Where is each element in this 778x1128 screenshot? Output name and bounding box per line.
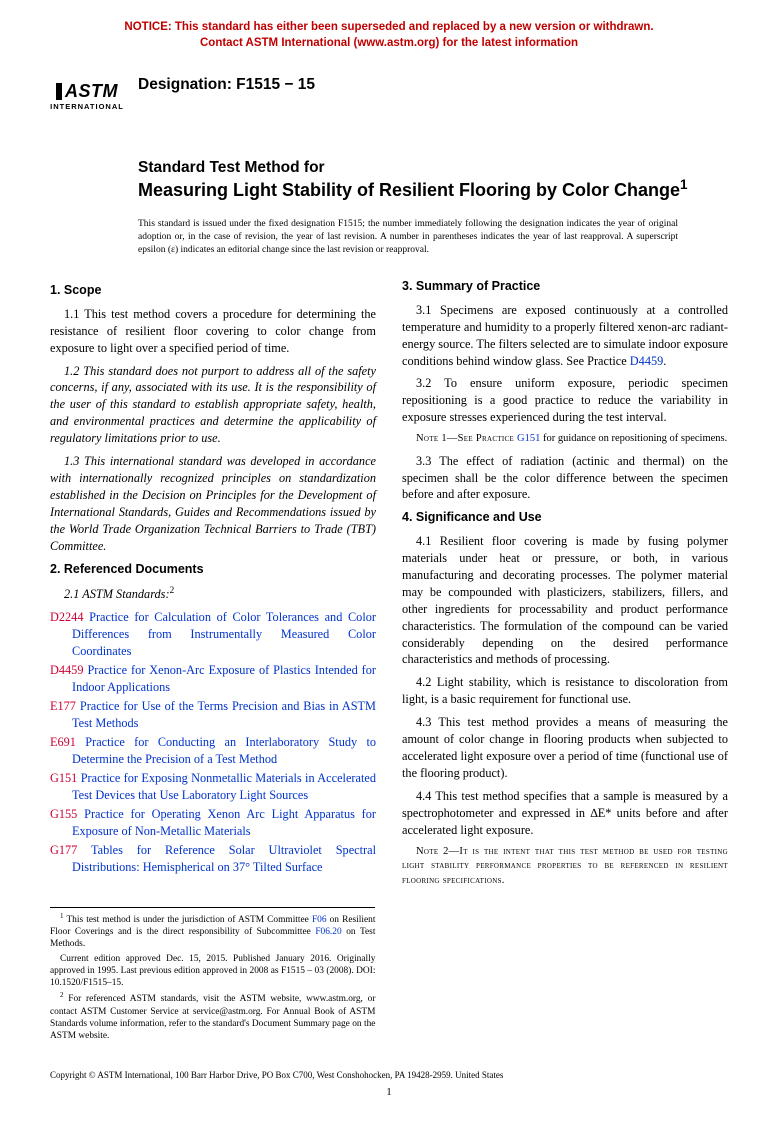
copyright-line: Copyright © ASTM International, 100 Barr… (50, 1070, 728, 1080)
link-d4459[interactable]: D4459 (630, 354, 663, 368)
ref-item[interactable]: G155 Practice for Operating Xenon Arc Li… (50, 806, 376, 840)
ref-code: D4459 (50, 663, 83, 677)
ref-code: E691 (50, 735, 76, 749)
note-2-text: Note 2—It is the intent that this test m… (402, 846, 728, 885)
ref-item[interactable]: D2244 Practice for Calculation of Color … (50, 609, 376, 660)
ref-item[interactable]: E691 Practice for Conducting an Interlab… (50, 734, 376, 768)
ref-title: Practice for Use of the Terms Precision … (72, 699, 376, 730)
refdocs-sub-text: 2.1 ASTM Standards: (64, 588, 170, 602)
sig-4-2: 4.2 Light stability, which is resistance… (402, 674, 728, 708)
sig-4-3: 4.3 This test method provides a means of… (402, 714, 728, 782)
ref-title: Practice for Xenon-Arc Exposure of Plast… (72, 663, 376, 694)
summary-3-1: 3.1 Specimens are exposed continuously a… (402, 302, 728, 370)
footnote-2: 2 For referenced ASTM standards, visit t… (50, 991, 375, 1042)
document-page: NOTICE: This standard has either been su… (0, 0, 778, 1128)
ref-item[interactable]: G177 Tables for Reference Solar Ultravio… (50, 842, 376, 876)
link-f06-20[interactable]: F06.20 (315, 927, 341, 937)
ref-title: Practice for Conducting an Interlaborato… (72, 735, 376, 766)
refdocs-sub: 2.1 ASTM Standards:2 (50, 584, 376, 603)
ref-item[interactable]: D4459 Practice for Xenon-Arc Exposure of… (50, 662, 376, 696)
note-1-label: Note 1—See Practice (416, 433, 517, 444)
summary-3-1a: 3.1 Specimens are exposed continuously a… (402, 303, 728, 368)
ref-title: Practice for Calculation of Color Tolera… (72, 610, 376, 658)
ref-code: D2244 (50, 610, 83, 624)
ref-title: Tables for Reference Solar Ultraviolet S… (72, 843, 376, 874)
page-number: 1 (50, 1086, 728, 1098)
fn2-text: For referenced ASTM standards, visit the… (50, 994, 375, 1041)
title-main: Measuring Light Stability of Resilient F… (138, 177, 728, 202)
logo-brand: ASTM (56, 83, 118, 100)
notice-line-1: NOTICE: This standard has either been su… (124, 21, 653, 33)
fn1-a: This test method is under the jurisdicti… (66, 915, 311, 925)
link-f06[interactable]: F06 (312, 915, 327, 925)
ref-title: Practice for Exposing Nonmetallic Materi… (72, 771, 376, 802)
footnote-1-para2: Current edition approved Dec. 15, 2015. … (50, 953, 375, 990)
section-head-scope: 1. Scope (50, 282, 376, 299)
refdocs-sup: 2 (170, 585, 175, 595)
ref-code: G155 (50, 807, 77, 821)
logo-subtext: INTERNATIONAL (50, 102, 124, 111)
notice-line-2: Contact ASTM International (www.astm.org… (200, 37, 578, 49)
note-1: Note 1—See Practice G151 for guidance on… (402, 432, 728, 446)
sig-4-1: 4.1 Resilient floor covering is made by … (402, 533, 728, 669)
ref-code: G177 (50, 843, 77, 857)
summary-3-2: 3.2 To ensure uniform exposure, periodic… (402, 375, 728, 426)
footnotes-block: 1 This test method is under the jurisdic… (50, 907, 375, 1042)
note-1-tail: for guidance on repositioning of specime… (540, 433, 727, 444)
notice-banner: NOTICE: This standard has either been su… (50, 20, 728, 51)
ref-title: Practice for Operating Xenon Arc Light A… (72, 807, 376, 838)
header-row: ASTM INTERNATIONAL Designation: F1515 − … (50, 66, 728, 128)
issuance-note: This standard is issued under the fixed … (138, 218, 678, 256)
scope-1-3: 1.3 This international standard was deve… (50, 453, 376, 555)
scope-1-2: 1.2 This standard does not purport to ad… (50, 363, 376, 448)
ref-item[interactable]: E177 Practice for Use of the Terms Preci… (50, 698, 376, 732)
ref-item[interactable]: G151 Practice for Exposing Nonmetallic M… (50, 770, 376, 804)
section-head-significance: 4. Significance and Use (402, 509, 728, 526)
ref-code: G151 (50, 771, 77, 785)
sig-4-4: 4.4 This test method specifies that a sa… (402, 788, 728, 839)
summary-3-3: 3.3 The effect of radiation (actinic and… (402, 453, 728, 504)
designation-text: Designation: F1515 − 15 (138, 76, 315, 94)
title-lead: Standard Test Method for (138, 158, 728, 177)
section-head-summary: 3. Summary of Practice (402, 278, 728, 295)
section-head-refdocs: 2. Referenced Documents (50, 561, 376, 578)
ref-code: E177 (50, 699, 76, 713)
title-superscript: 1 (680, 177, 688, 192)
footnote-1: 1 This test method is under the jurisdic… (50, 912, 375, 951)
astm-logo: ASTM INTERNATIONAL (50, 66, 124, 128)
body-columns: 1. Scope 1.1 This test method covers a p… (50, 278, 728, 891)
title-main-text: Measuring Light Stability of Resilient F… (138, 180, 680, 200)
link-g151[interactable]: G151 (517, 433, 540, 444)
title-block: Standard Test Method for Measuring Light… (138, 158, 728, 202)
summary-3-1b: . (663, 354, 666, 368)
scope-1-1: 1.1 This test method covers a procedure … (50, 306, 376, 357)
note-2: Note 2—It is the intent that this test m… (402, 845, 728, 888)
